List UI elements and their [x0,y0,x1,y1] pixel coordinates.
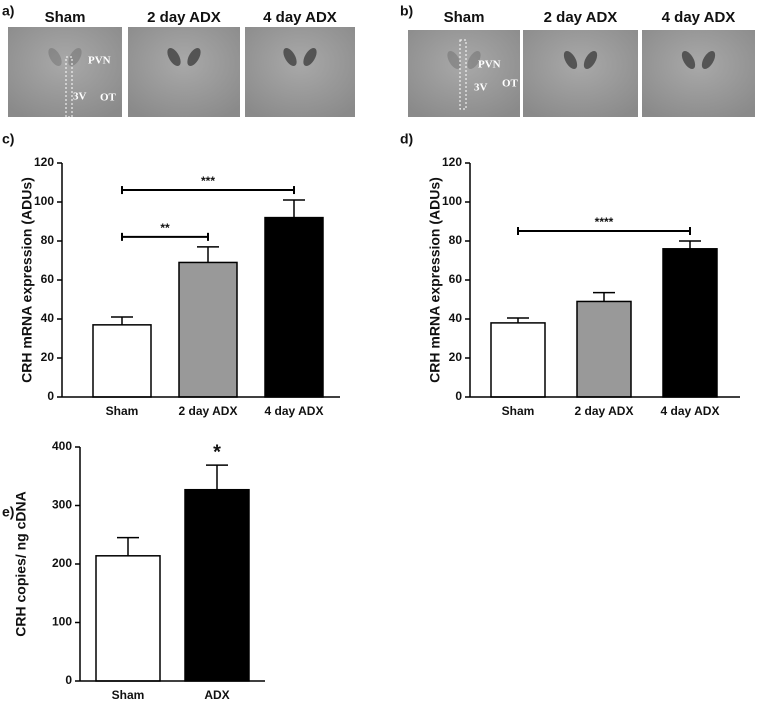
tissue-signal [583,50,598,70]
panel-letter: d) [400,131,413,147]
image-annotation: OT [100,92,117,104]
y-tick-label: 0 [455,389,462,403]
y-tick-label: 80 [41,233,55,247]
tissue-signal [701,50,716,70]
tissue-signal [48,47,62,67]
image-title: 4 day ADX [662,9,736,26]
image-annotation: PVN [88,55,111,67]
y-tick-label: 0 [65,673,72,687]
image-annotation: PVN [478,59,501,71]
image-annotation: OT [502,78,519,90]
panel-letter: b) [400,3,413,19]
tissue-signal [68,47,82,67]
y-tick-label: 100 [52,615,72,629]
tissue-signal [303,47,317,67]
x-tick-label: 2 day ADX [179,404,238,418]
y-axis-label: CRH copies/ ng cDNA [13,491,29,636]
y-tick-label: 100 [34,194,54,208]
tissue-signal [167,47,181,67]
image-title: Sham [45,9,86,26]
y-axis-label: CRH mRNA expression (ADUs) [19,177,35,383]
y-tick-label: 60 [41,272,55,286]
tissue-signal [283,47,297,67]
bar [576,300,632,398]
image-title: 4 day ADX [263,9,337,26]
bar [490,322,546,398]
significance-label: *** [201,174,215,188]
image-annotation: 3V [474,82,488,94]
tissue-signal [681,50,696,70]
x-tick-label: Sham [112,688,145,702]
tissue-signal [467,50,481,70]
y-tick-label: 20 [41,350,55,364]
bar [184,488,250,682]
tissue-signal [563,50,578,70]
midline-marker [65,56,73,118]
tissue-signal [447,50,461,70]
y-tick-label: 40 [449,311,463,325]
image-annotation: 3V [73,91,87,103]
midline-marker [459,39,467,110]
x-tick-label: Sham [502,404,535,418]
y-tick-label: 120 [34,155,54,169]
micrograph [642,30,755,117]
image-title: 2 day ADX [544,9,618,26]
panel-letter: a) [2,3,14,19]
image-title: Sham [444,9,485,26]
tissue-signal [187,47,201,67]
bar [662,248,718,398]
image-title: 2 day ADX [147,9,221,26]
y-axis-label: CRH mRNA expression (ADUs) [427,177,443,383]
significance-label: * [213,441,221,463]
significance-label: **** [595,215,614,229]
y-tick-label: 80 [449,233,463,247]
x-tick-label: ADX [204,688,229,702]
bar [178,261,238,398]
y-tick-label: 20 [449,350,463,364]
x-tick-label: 4 day ADX [265,404,324,418]
y-tick-label: 40 [41,311,55,325]
micrograph [245,27,355,117]
micrograph [128,27,240,117]
x-tick-label: 2 day ADX [575,404,634,418]
micrograph [8,27,122,117]
y-tick-label: 0 [47,389,54,403]
micrograph [523,30,638,117]
panel-letter: c) [2,131,14,147]
bar [92,324,152,398]
x-tick-label: 4 day ADX [661,404,720,418]
y-tick-label: 400 [52,439,72,453]
significance-label: ** [160,221,170,235]
y-tick-label: 200 [52,556,72,570]
x-tick-label: Sham [106,404,139,418]
y-tick-label: 60 [449,272,463,286]
panel-letter: e) [2,504,14,520]
y-tick-label: 120 [442,155,462,169]
y-tick-label: 300 [52,498,72,512]
bar [95,555,161,682]
bar [264,216,324,398]
y-tick-label: 100 [442,194,462,208]
micrograph [408,30,520,117]
